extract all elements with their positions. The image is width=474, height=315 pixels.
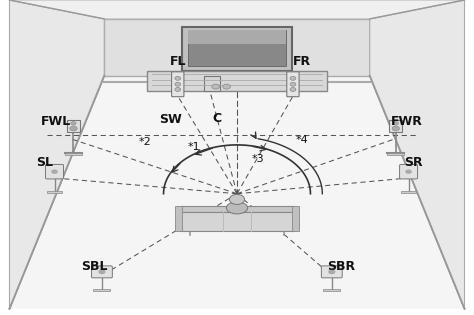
Text: SW: SW [159,113,182,126]
Text: *3: *3 [252,154,264,164]
FancyBboxPatch shape [389,120,402,132]
FancyBboxPatch shape [46,164,64,179]
FancyBboxPatch shape [180,212,294,231]
Text: C: C [212,112,222,125]
FancyBboxPatch shape [172,72,184,97]
Polygon shape [104,19,370,76]
Circle shape [290,88,296,91]
Circle shape [175,82,181,86]
FancyBboxPatch shape [47,191,62,193]
Text: *1: *1 [188,142,201,152]
Circle shape [98,269,106,274]
Circle shape [223,84,230,89]
Circle shape [175,88,181,91]
FancyBboxPatch shape [287,72,299,97]
FancyBboxPatch shape [188,30,286,66]
Text: SBR: SBR [327,260,356,273]
Text: SBL: SBL [82,260,108,273]
Text: FWL: FWL [41,115,71,128]
Circle shape [328,269,336,274]
Polygon shape [9,0,465,19]
FancyBboxPatch shape [67,120,80,132]
FancyBboxPatch shape [323,289,340,291]
Circle shape [175,77,181,80]
Text: FL: FL [170,55,186,68]
Text: *4: *4 [296,135,309,145]
FancyBboxPatch shape [147,71,327,91]
FancyBboxPatch shape [182,27,292,71]
Circle shape [51,169,58,174]
Text: *2: *2 [138,137,151,147]
Circle shape [70,126,77,131]
Text: SL: SL [36,156,54,169]
Circle shape [405,169,412,174]
Circle shape [290,82,296,86]
Circle shape [212,84,219,89]
FancyBboxPatch shape [65,153,82,155]
Polygon shape [9,0,104,309]
FancyBboxPatch shape [292,206,299,231]
Text: SR: SR [404,156,423,169]
Polygon shape [370,0,465,309]
FancyBboxPatch shape [321,266,342,278]
Circle shape [392,126,400,131]
Circle shape [290,77,296,80]
FancyBboxPatch shape [387,153,404,155]
FancyBboxPatch shape [188,30,286,44]
FancyBboxPatch shape [401,191,416,193]
Circle shape [393,122,399,125]
Polygon shape [9,76,465,309]
FancyBboxPatch shape [180,206,294,212]
FancyBboxPatch shape [91,266,112,278]
FancyBboxPatch shape [93,289,110,291]
Ellipse shape [227,202,247,214]
FancyBboxPatch shape [204,76,220,91]
FancyBboxPatch shape [175,206,182,231]
Circle shape [229,194,245,204]
Circle shape [71,122,76,125]
FancyBboxPatch shape [400,164,418,179]
Text: FR: FR [293,55,311,68]
Text: FWR: FWR [391,115,423,128]
